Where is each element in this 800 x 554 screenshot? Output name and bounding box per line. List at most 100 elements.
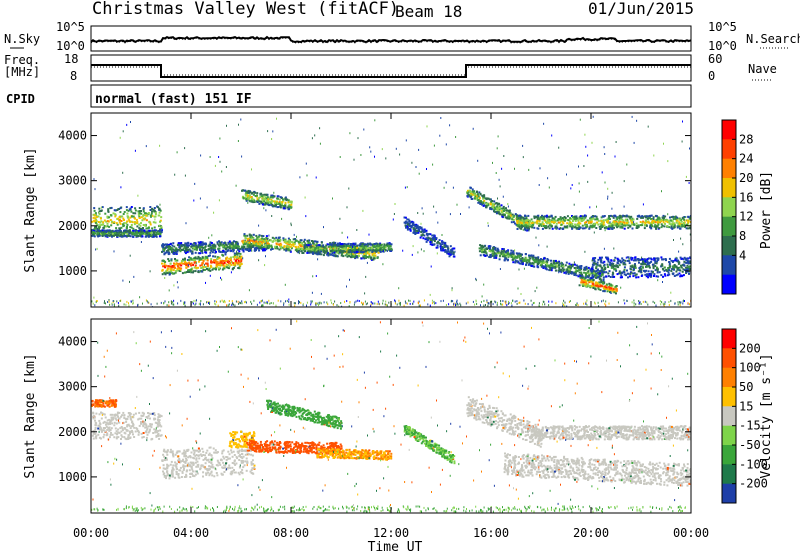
power-cell — [521, 223, 523, 226]
power-cell — [427, 238, 430, 241]
power-cell — [195, 244, 198, 247]
power-cell — [655, 275, 658, 278]
power-cell — [654, 221, 657, 224]
power-cell — [676, 225, 679, 228]
power-cell — [252, 233, 255, 236]
power-cell — [314, 240, 317, 243]
power-cell — [649, 222, 652, 225]
power-cell — [611, 262, 614, 265]
power-cell — [210, 246, 213, 249]
power-cell — [431, 243, 434, 246]
power-cell — [656, 218, 659, 221]
power-cell — [573, 218, 576, 221]
power-cell — [566, 215, 569, 218]
power-cell — [174, 258, 176, 260]
power-cell — [578, 265, 581, 268]
power-cell — [521, 219, 524, 222]
power-cell — [562, 222, 565, 225]
power-cell — [488, 250, 491, 252]
power-cell — [252, 201, 255, 204]
power-cell — [504, 253, 507, 256]
power-cell — [365, 249, 368, 252]
power-cell — [237, 248, 240, 251]
power-cell — [686, 259, 689, 262]
power-cell — [114, 213, 117, 216]
power-cell — [372, 258, 375, 261]
power-cell — [609, 214, 612, 217]
power-cell — [151, 214, 154, 217]
power-cell — [622, 262, 625, 265]
power-cell — [512, 256, 515, 259]
power-cell — [686, 270, 689, 273]
power-cell — [609, 218, 611, 221]
power-cell — [280, 201, 283, 204]
power-cell — [490, 208, 493, 211]
power-cell — [181, 272, 184, 275]
power-cell — [574, 270, 577, 273]
power-cell — [174, 259, 177, 262]
power-cell — [631, 266, 634, 268]
power-cell — [439, 245, 442, 248]
power-cell — [648, 265, 651, 267]
power-cell — [519, 215, 522, 217]
power-cell — [609, 276, 612, 278]
nave-line — [91, 66, 691, 76]
power-cell — [521, 258, 524, 261]
power-cell — [622, 270, 625, 273]
power-cell — [275, 200, 278, 203]
power-cell — [327, 243, 330, 246]
power-cell — [441, 243, 444, 246]
power-cell — [375, 247, 378, 250]
station-title: Christmas Valley West (fitACF) — [92, 0, 399, 19]
power-cell — [491, 254, 494, 257]
power-cell — [213, 267, 215, 270]
power-cell — [118, 221, 121, 224]
power-cell — [672, 267, 675, 270]
power-cell — [484, 250, 486, 253]
power-cell — [232, 262, 235, 265]
power-cell — [312, 242, 315, 245]
nave-tick-top: 60 — [708, 52, 722, 66]
power-cell — [170, 249, 173, 251]
power-cell — [377, 247, 380, 250]
power-cell — [263, 238, 266, 241]
power-cell — [118, 231, 121, 234]
power-cell — [431, 234, 434, 237]
power-cell — [594, 284, 597, 287]
power-cell — [607, 288, 610, 291]
power-cell — [184, 257, 186, 260]
power-cell — [525, 225, 528, 228]
power-cell — [646, 265, 649, 268]
power-cell — [416, 224, 419, 227]
power-cell — [688, 272, 690, 275]
power-cell — [492, 204, 495, 207]
power-cell — [596, 263, 599, 266]
power-cell — [195, 247, 198, 250]
power-cell — [671, 268, 674, 270]
power-cell — [532, 257, 534, 260]
power-cell — [478, 191, 481, 194]
power-cell — [347, 242, 350, 245]
power-cell — [594, 218, 597, 221]
power-cell — [260, 234, 263, 237]
power-cell — [536, 222, 539, 225]
power-cell — [576, 227, 579, 230]
power-cell — [200, 270, 203, 273]
power-cell — [200, 267, 203, 269]
power-cell — [615, 222, 618, 225]
power-cell — [630, 258, 633, 261]
power-cell — [575, 216, 578, 219]
power-cell — [599, 222, 602, 225]
power-cell — [618, 217, 621, 220]
power-cell — [603, 281, 606, 284]
power-cell — [360, 242, 363, 245]
power-cell — [501, 215, 504, 218]
power-cell — [197, 252, 200, 255]
cpid-label: CPID — [6, 92, 35, 106]
power-cell — [511, 258, 514, 261]
power-cell — [678, 218, 681, 221]
power-cell — [488, 198, 491, 201]
power-cell — [309, 243, 312, 246]
power-cell — [140, 222, 142, 225]
power-cell — [138, 215, 141, 218]
